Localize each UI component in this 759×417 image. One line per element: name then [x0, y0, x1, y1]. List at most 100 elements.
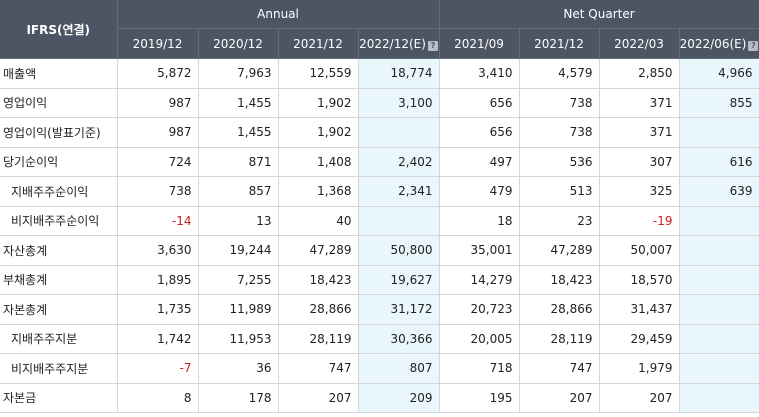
period-header-annual-2: 2020/12: [198, 28, 279, 59]
table-cell: [679, 383, 759, 413]
table-cell: 207: [278, 383, 359, 413]
table-cell: 639: [679, 176, 759, 207]
help-icon[interactable]: ?: [748, 40, 759, 51]
row-label[interactable]: 매출액: [0, 58, 118, 89]
table-cell: 18,423: [278, 265, 359, 295]
table-cell: 207: [599, 383, 680, 413]
row-label[interactable]: 영업이익(발표기준): [0, 117, 118, 148]
period-header-label: 2022/12(E): [359, 36, 426, 51]
table-cell: [679, 324, 759, 354]
table-cell: 1,455: [198, 117, 279, 148]
table-body: 매출액 5,872 7,963 12,559 18,774 3,410 4,579 2,850…: [0, 58, 759, 413]
table-cell: 30,366: [358, 324, 440, 354]
table-cell: 178: [198, 383, 279, 413]
table-cell: 28,119: [519, 324, 600, 354]
table-cell: 19,627: [358, 265, 440, 295]
table-row: 자본총계 1,735 11,989 28,866 31,172 20,723 28,866 3…: [0, 294, 759, 325]
row-label[interactable]: 자산총계: [0, 235, 118, 266]
table-cell: 1,902: [278, 88, 359, 118]
table-cell: 497: [439, 147, 520, 177]
table-cell: 3,630: [117, 235, 199, 266]
table-cell: 747: [519, 353, 600, 384]
table-cell: 18,570: [599, 265, 680, 295]
table-cell: 738: [117, 176, 199, 207]
table-cell: 31,437: [599, 294, 680, 325]
table-cell: 987: [117, 117, 199, 148]
table-cell: 3,410: [439, 58, 520, 89]
period-header-label: 2022/06(E): [679, 36, 747, 51]
table-cell: 47,289: [278, 235, 359, 266]
table-cell: 3,100: [358, 88, 440, 118]
table-row: 지배주주지분 1,742 11,953 28,119 30,366 20,005 28,11…: [0, 324, 759, 354]
table-corner-header: IFRS(연결): [0, 0, 118, 59]
table-cell: 1,902: [278, 117, 359, 148]
table-cell: 855: [679, 88, 759, 118]
table-cell: 1,368: [278, 176, 359, 207]
table-cell: 7,963: [198, 58, 279, 89]
table-cell: 371: [599, 117, 680, 148]
table-cell: 513: [519, 176, 600, 207]
row-label[interactable]: 자본총계: [0, 294, 118, 325]
table-cell: [679, 235, 759, 266]
row-label[interactable]: 영업이익: [0, 88, 118, 118]
table-cell: 13: [198, 206, 279, 236]
table-cell: 738: [519, 88, 600, 118]
table-cell: 11,989: [198, 294, 279, 325]
table-cell: [679, 353, 759, 384]
table-cell: 50,007: [599, 235, 680, 266]
table-cell: 23: [519, 206, 600, 236]
table-cell: 616: [679, 147, 759, 177]
table-row: 영업이익(발표기준) 987 1,455 1,902 656 738 371: [0, 117, 759, 148]
period-header-quarter-estimate: 2022/06(E)?: [679, 28, 759, 59]
table-cell: 29,459: [599, 324, 680, 354]
table-cell: 28,866: [278, 294, 359, 325]
quarter-group-header: Net Quarter: [439, 0, 759, 29]
table-cell: [358, 117, 440, 148]
table-cell: 18: [439, 206, 520, 236]
table-cell: -7: [117, 353, 199, 384]
table-cell: 4,966: [679, 58, 759, 89]
table-cell: 536: [519, 147, 600, 177]
row-label[interactable]: 자본금: [0, 383, 118, 413]
table-cell: 656: [439, 88, 520, 118]
table-cell: 307: [599, 147, 680, 177]
table-cell: 2,402: [358, 147, 440, 177]
table-row: 자산총계 3,630 19,244 47,289 50,800 35,001 47,289 5…: [0, 235, 759, 266]
table-cell: 209: [358, 383, 440, 413]
row-label[interactable]: 지배주주순이익: [0, 176, 118, 207]
table-row: 비지배주주지분 -7 36 747 807 718 747 1,979: [0, 353, 759, 384]
row-label[interactable]: 비지배주주순이익: [0, 206, 118, 236]
table-cell: 8: [117, 383, 199, 413]
table-cell: 14,279: [439, 265, 520, 295]
period-header-annual-estimate: 2022/12(E)?: [358, 28, 440, 59]
period-header-annual-3: 2021/12: [278, 28, 359, 59]
table-cell: 1,408: [278, 147, 359, 177]
table-row: 지배주주순이익 738 857 1,368 2,341 479 513 325 639: [0, 176, 759, 207]
help-icon[interactable]: ?: [427, 40, 438, 51]
row-label[interactable]: 지배주주지분: [0, 324, 118, 354]
table-cell: 724: [117, 147, 199, 177]
table-cell: -19: [599, 206, 680, 236]
table-cell: 47,289: [519, 235, 600, 266]
period-header-annual-1: 2019/12: [117, 28, 199, 59]
row-label[interactable]: 당기순이익: [0, 147, 118, 177]
table-cell: 5,872: [117, 58, 199, 89]
table-cell: 207: [519, 383, 600, 413]
row-label[interactable]: 비지배주주지분: [0, 353, 118, 384]
table-cell: 36: [198, 353, 279, 384]
table-cell: 987: [117, 88, 199, 118]
table-cell: 738: [519, 117, 600, 148]
row-label[interactable]: 부채총계: [0, 265, 118, 295]
table-cell: [679, 265, 759, 295]
table-cell: 4,579: [519, 58, 600, 89]
table-cell: 11,953: [198, 324, 279, 354]
table-cell: 31,172: [358, 294, 440, 325]
table-cell: 1,735: [117, 294, 199, 325]
period-header-quarter-1: 2021/09: [439, 28, 520, 59]
table-cell: 1,742: [117, 324, 199, 354]
period-header-quarter-3: 2022/03: [599, 28, 680, 59]
table-cell: 807: [358, 353, 440, 384]
table-cell: 718: [439, 353, 520, 384]
table-cell: 20,723: [439, 294, 520, 325]
table-cell: 325: [599, 176, 680, 207]
